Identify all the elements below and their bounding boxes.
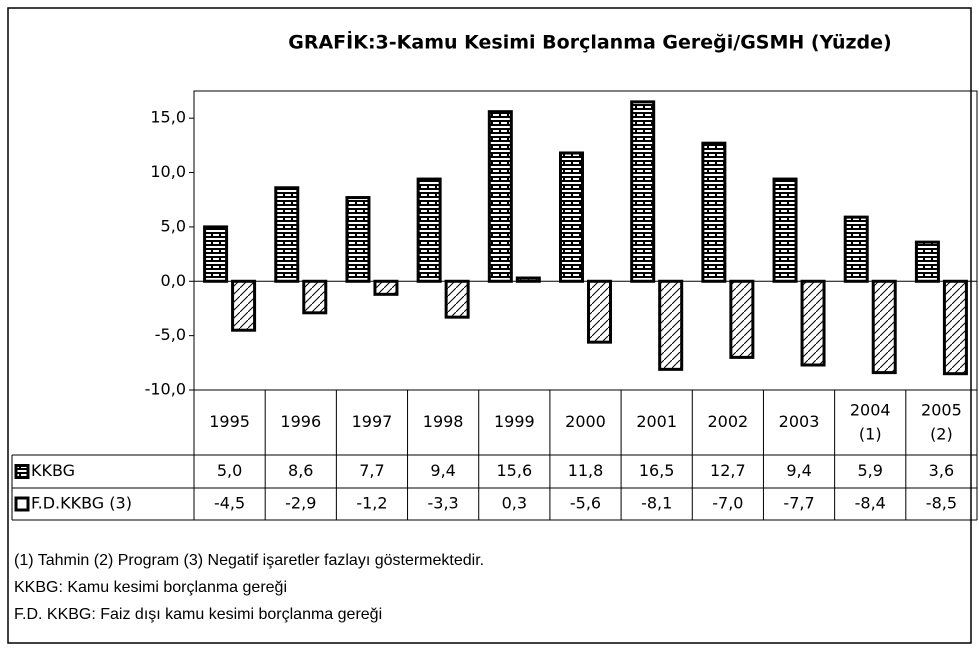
x-tick-line: (1): [859, 424, 882, 443]
bar: [416, 177, 442, 283]
bar: [559, 151, 584, 283]
plot-area: [193, 90, 978, 391]
bar: [658, 279, 684, 371]
note: (1) Tahmin (2) Program (3) Negatif işare…: [14, 552, 484, 569]
legend-swatch: [14, 464, 30, 479]
bar: [203, 225, 229, 283]
y-tick-label: 15,0: [150, 108, 186, 127]
table-value: 16,5: [639, 461, 675, 480]
table-value: 12,7: [710, 461, 746, 480]
x-tick-label: 1996: [280, 412, 321, 431]
y-tick-label: 10,0: [150, 162, 186, 181]
note: KKBG: Kamu kesimi borçlanma gereği: [14, 579, 287, 596]
table-value: 15,6: [497, 461, 533, 480]
x-tick-label: 2000: [565, 412, 606, 431]
table-value: 5,9: [858, 461, 883, 480]
frame: [7, 7, 972, 644]
note: F.D. KKBG: Faiz dışı kamu kesimi borçlan…: [14, 606, 382, 623]
legend-label: F.D.KKBG (3): [31, 494, 132, 513]
table-value: -3,3: [428, 494, 459, 513]
table-value: -4,5: [214, 494, 245, 513]
bar: [302, 279, 328, 315]
x-tick-label: 1998: [423, 412, 464, 431]
bar: [942, 279, 968, 376]
table-value: -7,7: [783, 494, 814, 513]
x-tick-label: 2005 (2): [921, 400, 962, 443]
bar: [630, 100, 656, 283]
bar: [444, 279, 470, 319]
bar: [345, 196, 371, 283]
table-value: 9,4: [430, 461, 455, 480]
table-value: -5,6: [570, 494, 601, 513]
y-tick-label: -10,0: [145, 380, 186, 399]
chart-title: GRAFİK:3-Kamu Kesimi Borçlanma Gereği/GS…: [288, 30, 891, 54]
bar: [373, 279, 399, 296]
table-value: -8,5: [926, 494, 957, 513]
bar: [800, 279, 826, 367]
x-tick-line: 2005: [921, 400, 962, 419]
x-tick-label: 1997: [352, 412, 393, 431]
table-value: -7,0: [712, 494, 743, 513]
y-tick-label: -5,0: [155, 325, 186, 344]
table-value: 0,3: [502, 494, 527, 513]
bar: [843, 215, 869, 283]
table-value: 3,6: [929, 461, 954, 480]
table-value: 7,7: [359, 461, 384, 480]
x-tick-label: 2002: [708, 412, 749, 431]
table-value: 9,4: [786, 461, 811, 480]
x-tick-label: 2001: [636, 412, 677, 431]
x-tick-label: 2003: [779, 412, 820, 431]
x-tick-label: 1995: [209, 412, 250, 431]
legend-label: KKBG: [31, 461, 75, 480]
bar: [487, 110, 513, 283]
table-value: 8,6: [288, 461, 313, 480]
legend-swatch: [14, 496, 30, 512]
bar: [274, 186, 300, 283]
table-value: -2,9: [285, 494, 316, 513]
table-value: 5,0: [217, 461, 242, 480]
x-tick-line: (2): [930, 424, 953, 443]
x-tick-label: 1999: [494, 412, 535, 431]
bar: [515, 276, 541, 283]
y-tick-label: 0,0: [161, 271, 186, 290]
bar: [772, 177, 798, 283]
bar: [914, 240, 940, 283]
y-tick-label: 5,0: [161, 216, 186, 235]
bar: [231, 279, 257, 332]
table-value: -1,2: [356, 494, 387, 513]
table-value: 11,8: [568, 461, 604, 480]
x-tick-line: 2004: [850, 400, 891, 419]
bar: [729, 279, 755, 359]
bar: [871, 279, 897, 375]
table-value: -8,4: [855, 494, 886, 513]
bar: [701, 141, 727, 283]
bar: [587, 279, 612, 344]
table-value: -8,1: [641, 494, 672, 513]
x-tick-label: 2004 (1): [850, 400, 891, 443]
